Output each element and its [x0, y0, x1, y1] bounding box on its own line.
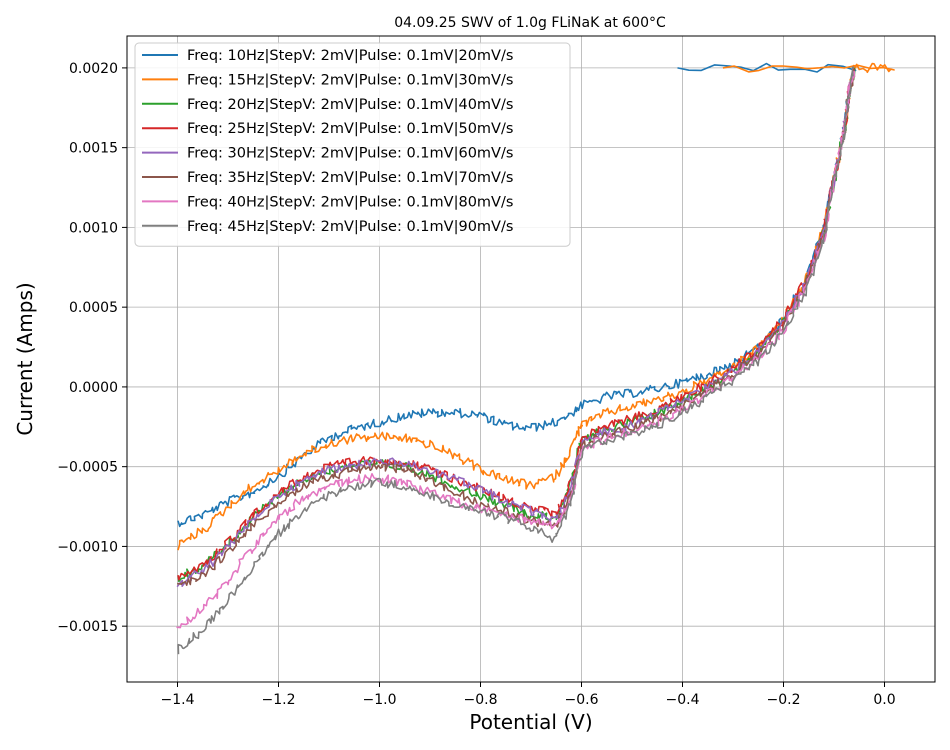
legend-label: Freq: 10Hz|StepV: 2mV|Pulse: 0.1mV|20mV/… — [187, 48, 513, 64]
y-tick-label: 0.0005 — [69, 300, 118, 316]
y-tick-label: −0.0005 — [57, 460, 118, 476]
legend-box — [134, 42, 571, 247]
chart-title: 04.09.25 SWV of 1.0g FLiNaK at 600°C — [394, 15, 666, 31]
x-tick-label: −1.0 — [363, 692, 397, 708]
plot-frame — [126, 35, 936, 683]
x-tick-label: −1.4 — [161, 692, 195, 708]
series-line-8 — [177, 66, 855, 655]
legend-label: Freq: 20Hz|StepV: 2mV|Pulse: 0.1mV|40mV/… — [187, 97, 513, 113]
x-tick-label: −1.2 — [262, 692, 296, 708]
x-tick-label: −0.2 — [767, 692, 801, 708]
x-tick-label: −0.8 — [464, 692, 498, 708]
y-tick-label: 0.0010 — [69, 220, 118, 236]
legend: Freq: 10Hz|StepV: 2mV|Pulse: 0.1mV|20mV/… — [134, 42, 571, 247]
y-axis-label: Current (Amps) — [13, 282, 37, 435]
legend-label: Freq: 30Hz|StepV: 2mV|Pulse: 0.1mV|60mV/… — [187, 146, 513, 162]
legend-label: Freq: 15Hz|StepV: 2mV|Pulse: 0.1mV|30mV/… — [187, 72, 513, 88]
y-tick-label: 0.0020 — [69, 61, 118, 77]
x-tick-label: −0.4 — [666, 692, 700, 708]
x-tick-label: −0.6 — [565, 692, 599, 708]
y-tick-label: −0.0015 — [57, 619, 118, 635]
legend-label: Freq: 45Hz|StepV: 2mV|Pulse: 0.1mV|90mV/… — [187, 219, 513, 235]
x-tick-label: 0.0 — [873, 692, 895, 708]
legend-label: Freq: 35Hz|StepV: 2mV|Pulse: 0.1mV|70mV/… — [187, 170, 513, 186]
y-tick-label: −0.0010 — [57, 539, 118, 555]
series-line-7 — [176, 71, 855, 629]
y-tick-label: 0.0015 — [69, 141, 118, 157]
axis-ticks: −1.4 −1.2 −1.0 −0.8 −0.6 −0.4 −0.2 0.0 −0.0015 −0… — [57, 61, 895, 708]
legend-label: Freq: 40Hz|StepV: 2mV|Pulse: 0.1mV|80mV/… — [187, 194, 513, 210]
series-lines — [176, 62, 895, 655]
x-axis-label: Potential (V) — [469, 710, 592, 734]
legend-label: Freq: 25Hz|StepV: 2mV|Pulse: 0.1mV|50mV/… — [187, 121, 513, 137]
y-tick-label: 0.0000 — [69, 380, 118, 396]
